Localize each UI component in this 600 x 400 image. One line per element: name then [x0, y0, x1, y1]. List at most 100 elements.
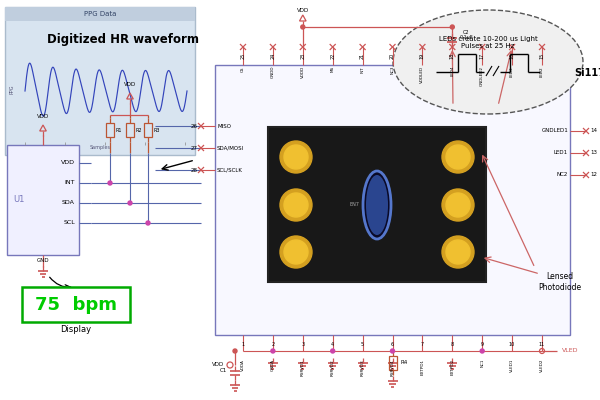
Circle shape — [446, 193, 470, 217]
Text: 13: 13 — [590, 150, 597, 156]
Text: RSRVD2: RSRVD2 — [331, 359, 335, 376]
Text: 16: 16 — [509, 53, 515, 59]
Circle shape — [128, 201, 132, 205]
Bar — [268, 127, 486, 282]
Text: MS: MS — [331, 66, 335, 72]
Text: RSRVD4: RSRVD4 — [391, 359, 395, 376]
Text: C1: C1 — [220, 368, 227, 374]
Circle shape — [450, 25, 454, 29]
Circle shape — [446, 240, 470, 264]
Text: CS: CS — [241, 66, 245, 72]
Text: 19: 19 — [420, 53, 425, 59]
Text: RSRVD3: RSRVD3 — [361, 359, 365, 376]
Text: 15: 15 — [539, 53, 545, 59]
Text: 24: 24 — [271, 53, 275, 59]
Text: 22: 22 — [330, 53, 335, 59]
Text: Si117x: Si117x — [574, 68, 600, 78]
Circle shape — [442, 141, 474, 173]
Text: SDA: SDA — [62, 200, 75, 206]
Bar — [215, 65, 570, 335]
Text: SCL: SCL — [63, 220, 75, 226]
Circle shape — [280, 236, 312, 268]
Ellipse shape — [366, 175, 388, 235]
Text: SCL/SCLK: SCL/SCLK — [217, 168, 243, 172]
Ellipse shape — [393, 10, 583, 114]
Text: LED3: LED3 — [510, 66, 514, 77]
Text: U1: U1 — [13, 196, 25, 204]
Text: 14: 14 — [590, 128, 597, 134]
Circle shape — [301, 25, 305, 29]
Text: GNDLED2: GNDLED2 — [480, 66, 484, 86]
Text: Display: Display — [61, 326, 92, 334]
Text: EXTPD2: EXTPD2 — [450, 359, 454, 375]
Text: Samples: Samples — [89, 146, 110, 150]
Text: LED1: LED1 — [554, 150, 568, 156]
Text: NC3: NC3 — [391, 66, 395, 74]
Bar — [144, 123, 152, 137]
Bar — [126, 123, 134, 137]
Text: INT: INT — [65, 180, 75, 186]
Text: R4: R4 — [401, 360, 408, 366]
Text: 75  bpm: 75 bpm — [35, 296, 117, 314]
Text: VDD: VDD — [212, 362, 224, 368]
Ellipse shape — [363, 171, 391, 239]
Circle shape — [284, 145, 308, 169]
Text: NC2: NC2 — [557, 172, 568, 178]
Text: R3: R3 — [154, 128, 161, 132]
Circle shape — [280, 141, 312, 173]
Text: 10: 10 — [509, 342, 515, 346]
Circle shape — [271, 349, 275, 353]
Circle shape — [442, 189, 474, 221]
Circle shape — [331, 349, 335, 353]
Circle shape — [391, 349, 395, 353]
Bar — [22, 287, 130, 322]
Text: 9: 9 — [481, 342, 484, 346]
Bar — [5, 7, 195, 21]
Text: 2: 2 — [271, 342, 274, 346]
Text: 4: 4 — [331, 342, 334, 346]
Circle shape — [446, 145, 470, 169]
Text: VDD: VDD — [37, 114, 49, 120]
Text: PPG: PPG — [10, 84, 14, 94]
Text: 1: 1 — [241, 342, 245, 346]
Text: VLED2: VLED2 — [540, 359, 544, 372]
Text: SDA/MOSI: SDA/MOSI — [217, 146, 244, 150]
Text: VDDA: VDDA — [241, 359, 245, 371]
Text: GNDA: GNDA — [271, 359, 275, 371]
Text: VDDLED: VDDLED — [421, 66, 424, 83]
Bar — [5, 7, 195, 155]
Circle shape — [284, 240, 308, 264]
Text: 8: 8 — [451, 342, 454, 346]
Text: Digitized HR waveform: Digitized HR waveform — [47, 32, 199, 46]
Text: NC1: NC1 — [480, 359, 484, 367]
Text: R2: R2 — [136, 128, 143, 132]
Text: 26: 26 — [191, 124, 198, 128]
Circle shape — [146, 221, 150, 225]
Text: GND: GND — [37, 258, 49, 262]
Text: 12: 12 — [590, 172, 597, 178]
Circle shape — [108, 181, 112, 185]
Circle shape — [442, 236, 474, 268]
Text: VDDD: VDDD — [301, 66, 305, 78]
Circle shape — [284, 193, 308, 217]
Circle shape — [280, 189, 312, 221]
Text: R1: R1 — [116, 128, 122, 132]
Text: PPG Data: PPG Data — [84, 11, 116, 17]
Bar — [389, 356, 397, 370]
Bar — [106, 123, 114, 137]
Text: 27: 27 — [191, 146, 198, 150]
Text: 25: 25 — [241, 53, 245, 59]
Text: 3: 3 — [301, 342, 304, 346]
Text: 20: 20 — [390, 53, 395, 59]
Text: VDD: VDD — [124, 82, 136, 88]
Text: INT: INT — [361, 66, 365, 73]
Circle shape — [233, 349, 237, 353]
Text: GNDD: GNDD — [271, 66, 275, 78]
Bar — [7, 145, 79, 255]
Text: VLED: VLED — [562, 348, 578, 354]
Text: 21: 21 — [360, 53, 365, 59]
Text: VLED1: VLED1 — [510, 359, 514, 372]
Text: Lensed
Photodiode: Lensed Photodiode — [538, 272, 581, 292]
Text: 6: 6 — [391, 342, 394, 346]
Text: GNDLED1: GNDLED1 — [541, 128, 568, 134]
